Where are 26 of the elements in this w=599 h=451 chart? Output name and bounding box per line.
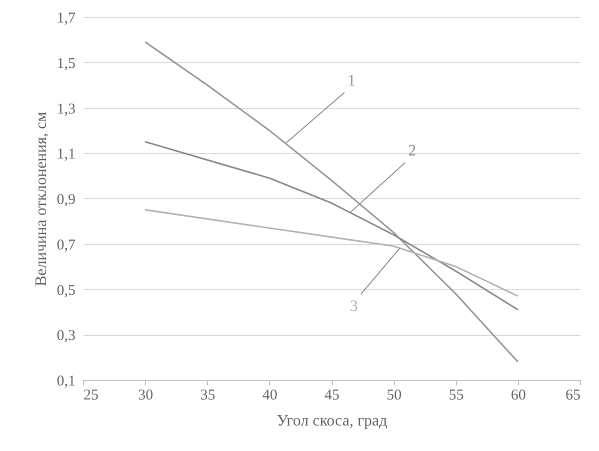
y-tick-label: 1,1 [56, 146, 76, 163]
y-tick-label: 0,1 [56, 374, 76, 390]
x-tick-label: 45 [324, 388, 340, 404]
x-tick-label: 65 [566, 388, 580, 404]
y-tick-label: 0,7 [56, 237, 76, 254]
x-tick-label: 25 [84, 388, 98, 404]
x-tick-label: 50 [386, 388, 402, 404]
text: 2 [408, 142, 416, 160]
x-tick-label: 35 [200, 388, 216, 404]
x-tick-label: 60 [510, 388, 526, 404]
y-tick-label: 0,5 [56, 282, 76, 299]
x-tick-label: 40 [262, 388, 278, 404]
x-tick-label: 55 [448, 388, 464, 404]
y-tick-label: 0,3 [56, 328, 76, 344]
line-series [144, 41, 519, 363]
x-axis-title: Угол скоса, град [276, 412, 388, 430]
y-tick-label: 1,5 [56, 56, 76, 72]
x-tick-label: 30 [138, 388, 154, 404]
line-series [144, 209, 519, 297]
text: 1 [348, 72, 356, 90]
line-series [144, 140, 519, 310]
y-tick-label: 0,9 [56, 192, 76, 208]
y-axis-title: Величина отклонения, см [32, 112, 50, 286]
y-tick-label: 1,7 [56, 10, 76, 26]
text: 3 [350, 298, 358, 316]
y-tick-label: 1,3 [56, 101, 76, 118]
